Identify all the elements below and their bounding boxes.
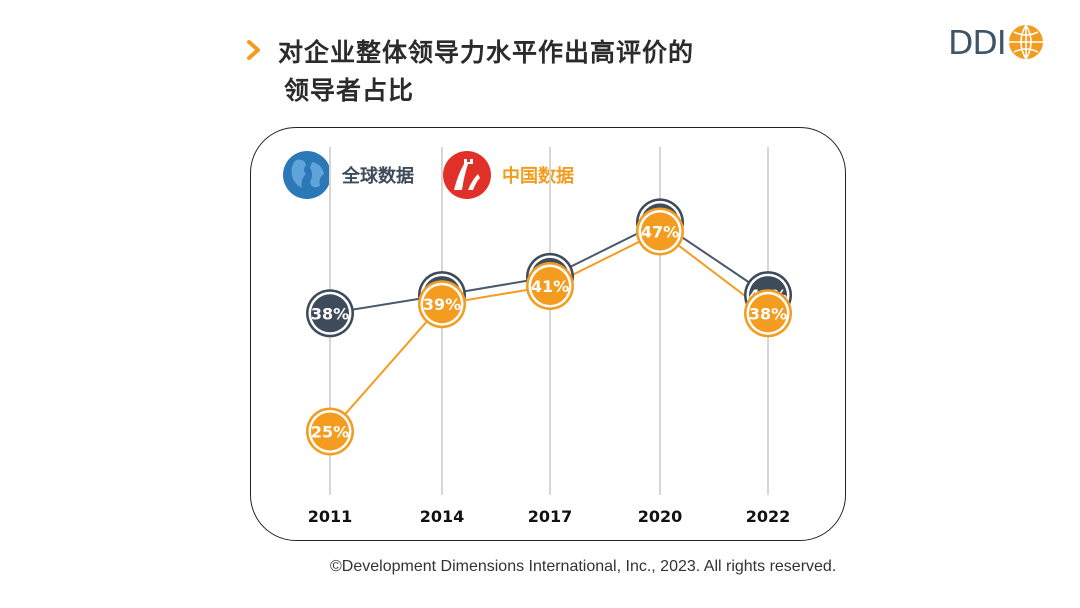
data-label-1-1: 39%: [423, 295, 461, 314]
data-label-0-0: 38%: [311, 304, 349, 323]
x-tick-label-2020: 2020: [638, 507, 683, 526]
globe-icon: [283, 151, 331, 199]
marker-1-0: [311, 412, 349, 451]
title-line-1: 对企业整体领导力水平作出高评价的: [278, 38, 695, 67]
chevron-right-icon: [247, 40, 260, 60]
data-label-1-3: 47%: [641, 222, 679, 241]
logo-text: DDI: [948, 22, 1007, 62]
legend-label-china: 中国数据: [502, 166, 574, 187]
great-wall-icon: [443, 151, 491, 199]
data-label-1-0: 25%: [311, 422, 349, 441]
legend-item-global: 全球数据: [282, 150, 414, 200]
copyright-footer: ©Development Dimensions International, I…: [330, 558, 837, 575]
legend-item-china: 中国数据: [442, 150, 574, 200]
page-title: 对企业整体领导力水平作出高评价的 领导者占比: [278, 34, 798, 110]
marker-1-4: [749, 294, 787, 333]
data-label-1-4: 38%: [749, 304, 787, 323]
x-tick-label-2022: 2022: [746, 507, 791, 526]
marker-0-0: [311, 294, 349, 333]
marker-1-2: [531, 267, 569, 306]
chart-frame: [250, 127, 846, 541]
ddi-logo: DDI: [948, 22, 1046, 62]
logo-globe-icon: [1008, 24, 1043, 60]
marker-1-1: [423, 285, 461, 324]
legend-label-global: 全球数据: [342, 166, 414, 187]
x-tick-label-2017: 2017: [528, 507, 573, 526]
title-line-2: 领导者占比: [284, 76, 415, 105]
x-tick-label-2011: 2011: [308, 507, 353, 526]
x-tick-label-2014: 2014: [420, 507, 465, 526]
marker-1-3: [641, 212, 679, 251]
data-label-1-2: 41%: [531, 277, 569, 296]
